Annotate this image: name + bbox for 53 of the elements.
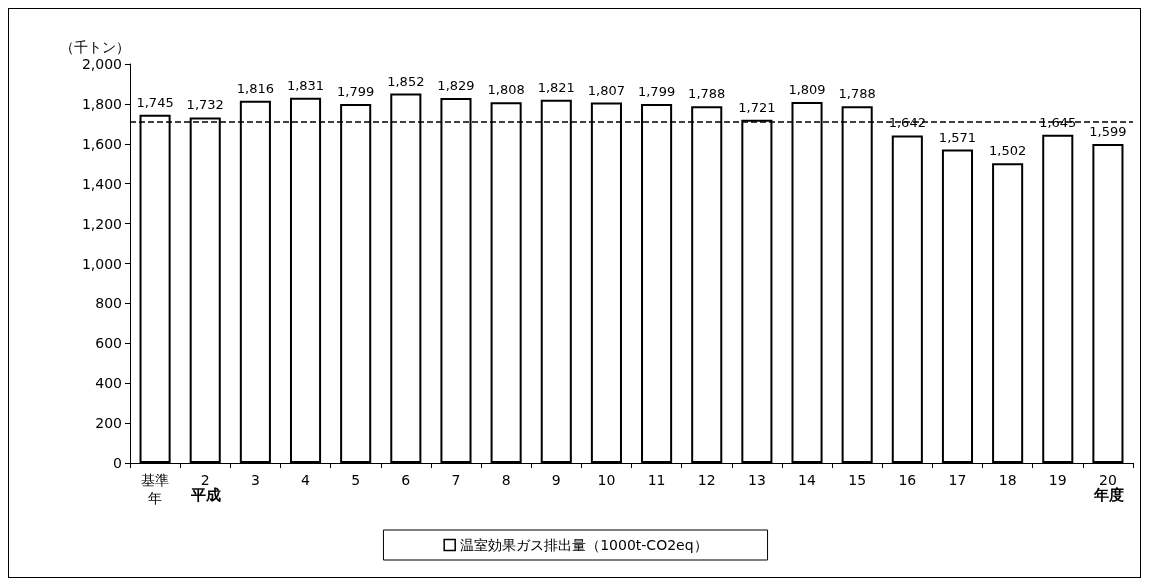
data-label: 1,821 [537, 79, 575, 95]
text: 年度 [1092, 485, 1124, 504]
y-tick-label: 0 [113, 455, 122, 471]
x-tick-label: 9 [551, 472, 561, 488]
y-tick-label: 400 [95, 375, 122, 392]
data-label: 1,788 [688, 86, 726, 102]
y-tick-label: 200 [95, 415, 122, 432]
x-tick-label: 5 [351, 472, 361, 488]
legend-label: 温室効果ガス排出量（1000t-CO2eq） [460, 537, 708, 553]
data-label: 1,732 [186, 97, 224, 113]
y-tick-label: 800 [95, 295, 122, 312]
x-tick-label: 20 [1099, 472, 1117, 488]
text: 平成 [190, 485, 222, 504]
x-tick-label: 14 [798, 472, 817, 488]
y-axis-title: （千トン） [60, 39, 130, 55]
data-label: 1,571 [938, 129, 977, 145]
x-tick-label: 4 [301, 472, 311, 488]
x-tick-label: 15 [848, 472, 867, 488]
data-label: 1,807 [587, 82, 626, 98]
x-tick-label: 12 [697, 472, 716, 488]
x-tick-label: 11 [647, 472, 666, 488]
y-tick-label: 2,000 [81, 56, 122, 72]
data-label: 1,816 [236, 80, 274, 96]
x-tick-label: 13 [747, 472, 766, 488]
data-label: 1,788 [838, 86, 876, 102]
x-tick-label: 19 [1048, 472, 1067, 488]
x-tick-label: 7 [451, 472, 461, 488]
data-label: 1,809 [788, 82, 826, 98]
data-label: 1,852 [387, 73, 425, 89]
data-label: 1,721 [738, 99, 776, 115]
x-tick-label: 基準年 [141, 472, 170, 506]
x-tick-label: 10 [597, 472, 616, 488]
data-label: 1,502 [989, 143, 1027, 159]
data-label: 1,829 [437, 78, 475, 94]
y-tick-label: 1,600 [81, 135, 122, 152]
x-tick-label: 17 [948, 472, 967, 488]
x-tick-label: 3 [250, 472, 260, 488]
y-tick-label: 1,400 [81, 175, 122, 192]
y-tick-label: 1,800 [81, 95, 122, 112]
x-tick-label: 18 [998, 472, 1017, 488]
y-tick-label: 1,200 [81, 215, 122, 232]
x-tick-label: 8 [501, 472, 511, 488]
data-label: 1,799 [637, 84, 676, 100]
data-label: 1,831 [286, 77, 325, 93]
y-tick-label: 1,000 [81, 255, 122, 272]
data-label: 1,808 [487, 82, 525, 98]
x-tick-label: 2 [200, 472, 210, 488]
x-tick-label: 16 [898, 472, 917, 488]
data-label: 1,745 [136, 94, 174, 110]
data-label: 1,599 [1089, 124, 1127, 139]
y-tick-label: 600 [95, 335, 122, 352]
data-label: 1,799 [337, 84, 375, 100]
x-tick-label: 6 [401, 472, 411, 488]
